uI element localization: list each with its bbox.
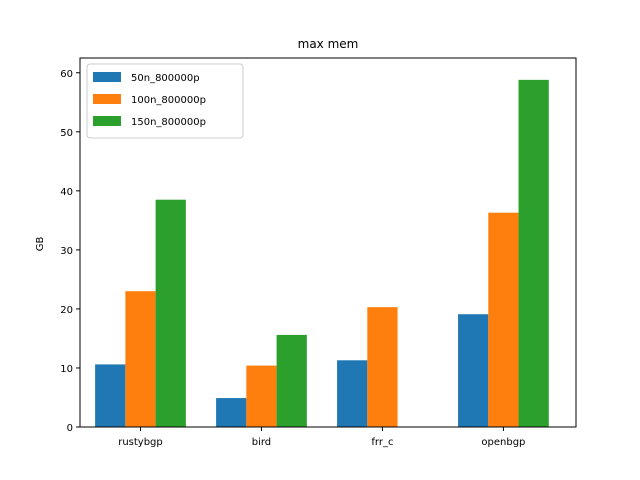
legend-swatch <box>93 94 121 104</box>
chart-title: max mem <box>298 37 359 51</box>
y-tick-label: 10 <box>60 364 73 375</box>
bar <box>458 314 489 427</box>
x-tick-label: frr_c <box>371 437 393 448</box>
bar <box>125 291 156 427</box>
x-tick-label: openbgp <box>481 437 525 448</box>
y-tick-label: 30 <box>60 246 73 257</box>
legend-label: 100n_800000p <box>131 95 206 106</box>
bar <box>155 199 186 427</box>
legend-swatch <box>93 72 121 82</box>
legend-box <box>86 63 244 139</box>
x-tick-label: rustybgp <box>118 437 163 448</box>
y-tick-label: 0 <box>67 423 73 434</box>
legend: 50n_800000p 100n_800000p 150n_800000p <box>86 63 244 139</box>
axes-layer: 0 10 20 30 40 50 60 rustybgp bird frr_c openbgp <box>60 57 577 448</box>
bars-layer <box>95 79 549 428</box>
y-tick-label: 40 <box>60 187 73 198</box>
bar <box>276 334 307 427</box>
y-tick-label: 50 <box>60 128 73 139</box>
y-tick-label: 60 <box>60 69 73 80</box>
legend-swatch <box>93 116 121 126</box>
bar <box>337 360 368 427</box>
bar <box>488 212 519 427</box>
y-tick-label: 20 <box>60 305 73 316</box>
plot-frame <box>79 57 577 428</box>
bar <box>518 79 549 428</box>
x-tick-label: bird <box>252 437 271 448</box>
legend-label: 150n_800000p <box>131 117 206 128</box>
bar <box>367 307 398 427</box>
legend-label: 50n_800000p <box>131 73 200 84</box>
bar <box>95 364 126 427</box>
y-axis-label: GB <box>35 237 46 252</box>
bar <box>216 398 247 427</box>
bar <box>246 365 277 427</box>
